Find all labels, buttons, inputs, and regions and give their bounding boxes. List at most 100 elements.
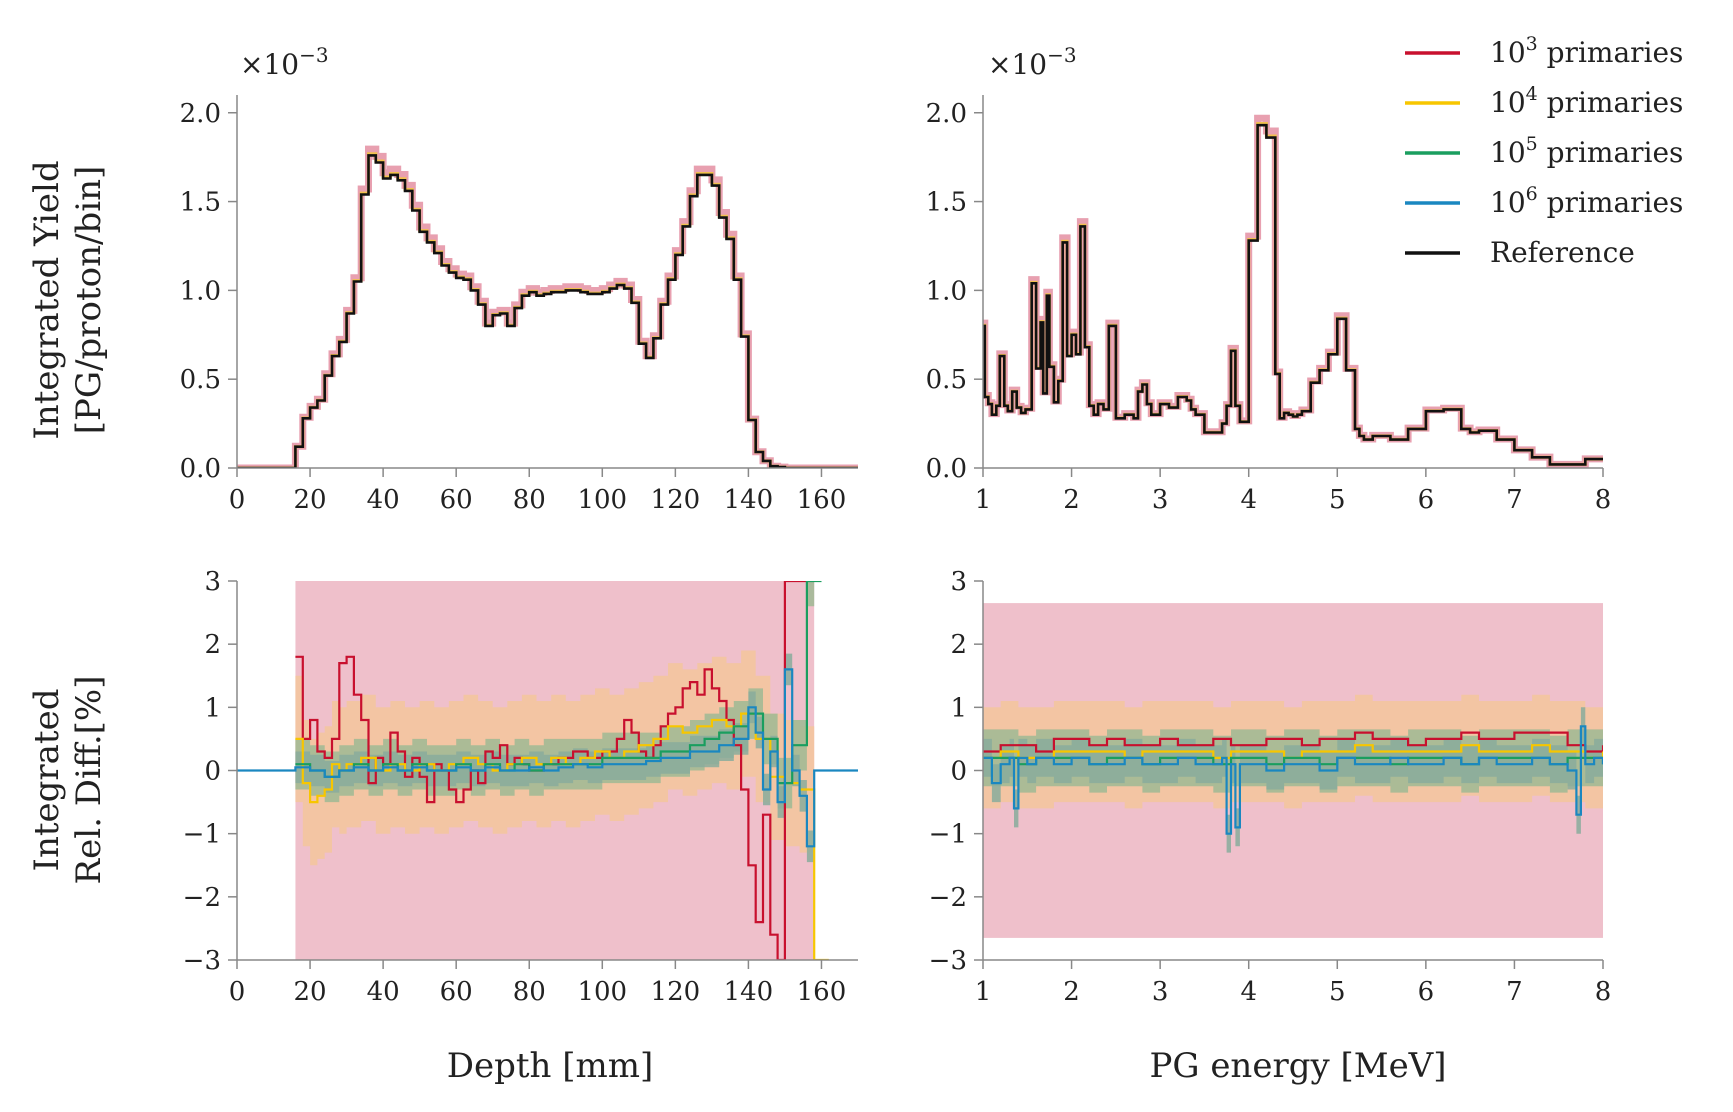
plot-area [237,581,858,960]
x-tick-label: 120 [651,977,701,1007]
y-tick-label: 2 [950,630,967,660]
x-tick-label: 1 [975,977,992,1007]
y-tick-label: 0.0 [180,454,221,484]
uncertainty-band-1e3 [237,145,858,468]
panel-energy-spectrum: 0.0 0.5 1.0 1.5 2.0 1 2 3 4 5 6 7 8 [926,95,1612,515]
series-line-1e4 [983,122,1603,466]
x-tick-label: 7 [1506,977,1523,1007]
legend-entry: Reference [1405,236,1635,269]
panel-depth-reldiff: −3 −2 −1 0 1 2 3 0 20 40 60 80 100 120 140 160 [183,567,858,1007]
top-left-multiplier: ×10−3 [240,43,329,81]
x-tick-label: 5 [1329,485,1346,515]
x-tick-label: 40 [367,977,400,1007]
x-tick-label: 7 [1506,485,1523,515]
x-tick-label: 0 [229,977,246,1007]
y-tick-label: 1.0 [926,276,967,306]
y-tick-label: 2.0 [926,99,967,129]
y-tick-label: 1.0 [180,276,221,306]
y-tick-label: 1.5 [180,188,221,218]
legend-label: Reference [1490,236,1635,269]
x-tick-label: 40 [367,485,400,515]
series-line-0 [983,731,1603,753]
y-tick-label: 3 [950,567,967,597]
legend: 103 primaries 104 primaries 105 primaries 1… [1405,33,1683,269]
uncertainty-band-1e3 [983,114,1603,468]
legend-label: 104 primaries [1490,83,1683,119]
plot-area [983,114,1603,468]
y-tick-label: −2 [929,883,967,913]
y-tick-label: 3 [204,567,221,597]
axes: 0.0 0.5 1.0 1.5 2.0 0 20 40 60 80 100 120 140 160 [180,95,858,515]
panel-depth-profile: 0.0 0.5 1.0 1.5 2.0 0 20 40 60 80 100 120 140 160 [180,95,858,515]
y-tick-label: 1.5 [926,188,967,218]
y-tick-label: 2.0 [180,99,221,129]
x-tick-label: 3 [1152,485,1169,515]
axes: 0.0 0.5 1.0 1.5 2.0 1 2 3 4 5 6 7 8 [926,95,1612,515]
x-tick-label: 2 [1063,977,1080,1007]
x-tick-label: 160 [797,485,847,515]
legend-label: 106 primaries [1490,183,1683,219]
legend-label: 105 primaries [1490,133,1683,169]
series-line-3 [237,668,858,848]
top-ylabel: Integrated Yield [PG/proton/bin] [27,160,109,439]
legend-entry: 106 primaries [1405,183,1683,219]
x-tick-label: 8 [1595,485,1612,515]
top-right-multiplier: ×10−3 [988,43,1077,81]
series-line-3 [983,725,1603,835]
y-tick-label: −2 [183,883,221,913]
top-ylabel-line2: [PG/proton/bin] [69,166,109,435]
bottom-ylabel-line2: Rel. Diff.[%] [69,676,109,885]
x-tick-label: 80 [513,485,546,515]
x-tick-label: 6 [1418,485,1435,515]
legend-label: 103 primaries [1490,33,1683,69]
y-tick-label: 2 [204,630,221,660]
x-tick-label: 100 [577,977,627,1007]
y-tick-label: 0.5 [926,365,967,395]
x-tick-label: 80 [513,977,546,1007]
x-tick-label: 8 [1595,977,1612,1007]
x-tick-label: 0 [229,485,246,515]
x-tick-label: 1 [975,485,992,515]
x-tick-label: 3 [1152,977,1169,1007]
x-tick-label: 20 [294,977,327,1007]
y-tick-label: 1 [950,693,967,723]
x-tick-label: 140 [724,485,774,515]
y-tick-label: −1 [929,820,967,850]
x-tick-label: 6 [1418,977,1435,1007]
y-tick-label: −3 [183,946,221,976]
bottom-ylabel-line1: Integrated [27,689,67,872]
y-tick-label: 0.5 [180,365,221,395]
axes: −3 −2 −1 0 1 2 3 1 2 3 4 5 6 7 8 [929,567,1612,1007]
reference-line [237,154,858,468]
x-tick-label: 20 [294,485,327,515]
x-tick-label: 60 [440,977,473,1007]
legend-entry: 104 primaries [1405,83,1683,119]
plot-area [237,145,858,468]
axes: −3 −2 −1 0 1 2 3 0 20 40 60 80 100 120 140 160 [183,567,858,1007]
y-tick-label: 1 [204,693,221,723]
legend-entry: 103 primaries [1405,33,1683,69]
left-xlabel: Depth [mm] [447,1046,654,1086]
x-tick-label: 60 [440,485,473,515]
reference-line [983,123,1603,466]
y-tick-label: −3 [929,946,967,976]
bottom-ylabel: Integrated Rel. Diff.[%] [27,676,109,885]
x-tick-label: 140 [724,977,774,1007]
x-tick-label: 160 [797,977,847,1007]
x-tick-label: 4 [1240,485,1257,515]
series-line-1e4 [237,152,858,468]
plot-area [983,603,1603,938]
right-xlabel: PG energy [MeV] [1149,1046,1446,1086]
y-tick-label: −1 [183,820,221,850]
x-tick-label: 120 [651,485,701,515]
y-tick-label: 0.0 [926,454,967,484]
x-tick-label: 2 [1063,485,1080,515]
panel-energy-reldiff: −3 −2 −1 0 1 2 3 1 2 3 4 5 6 7 8 [929,567,1612,1007]
y-tick-label: 0 [950,757,967,787]
band-3 [983,707,1603,853]
x-tick-label: 5 [1329,977,1346,1007]
x-tick-label: 4 [1240,977,1257,1007]
top-ylabel-line1: Integrated Yield [27,160,67,439]
x-tick-label: 100 [577,485,627,515]
